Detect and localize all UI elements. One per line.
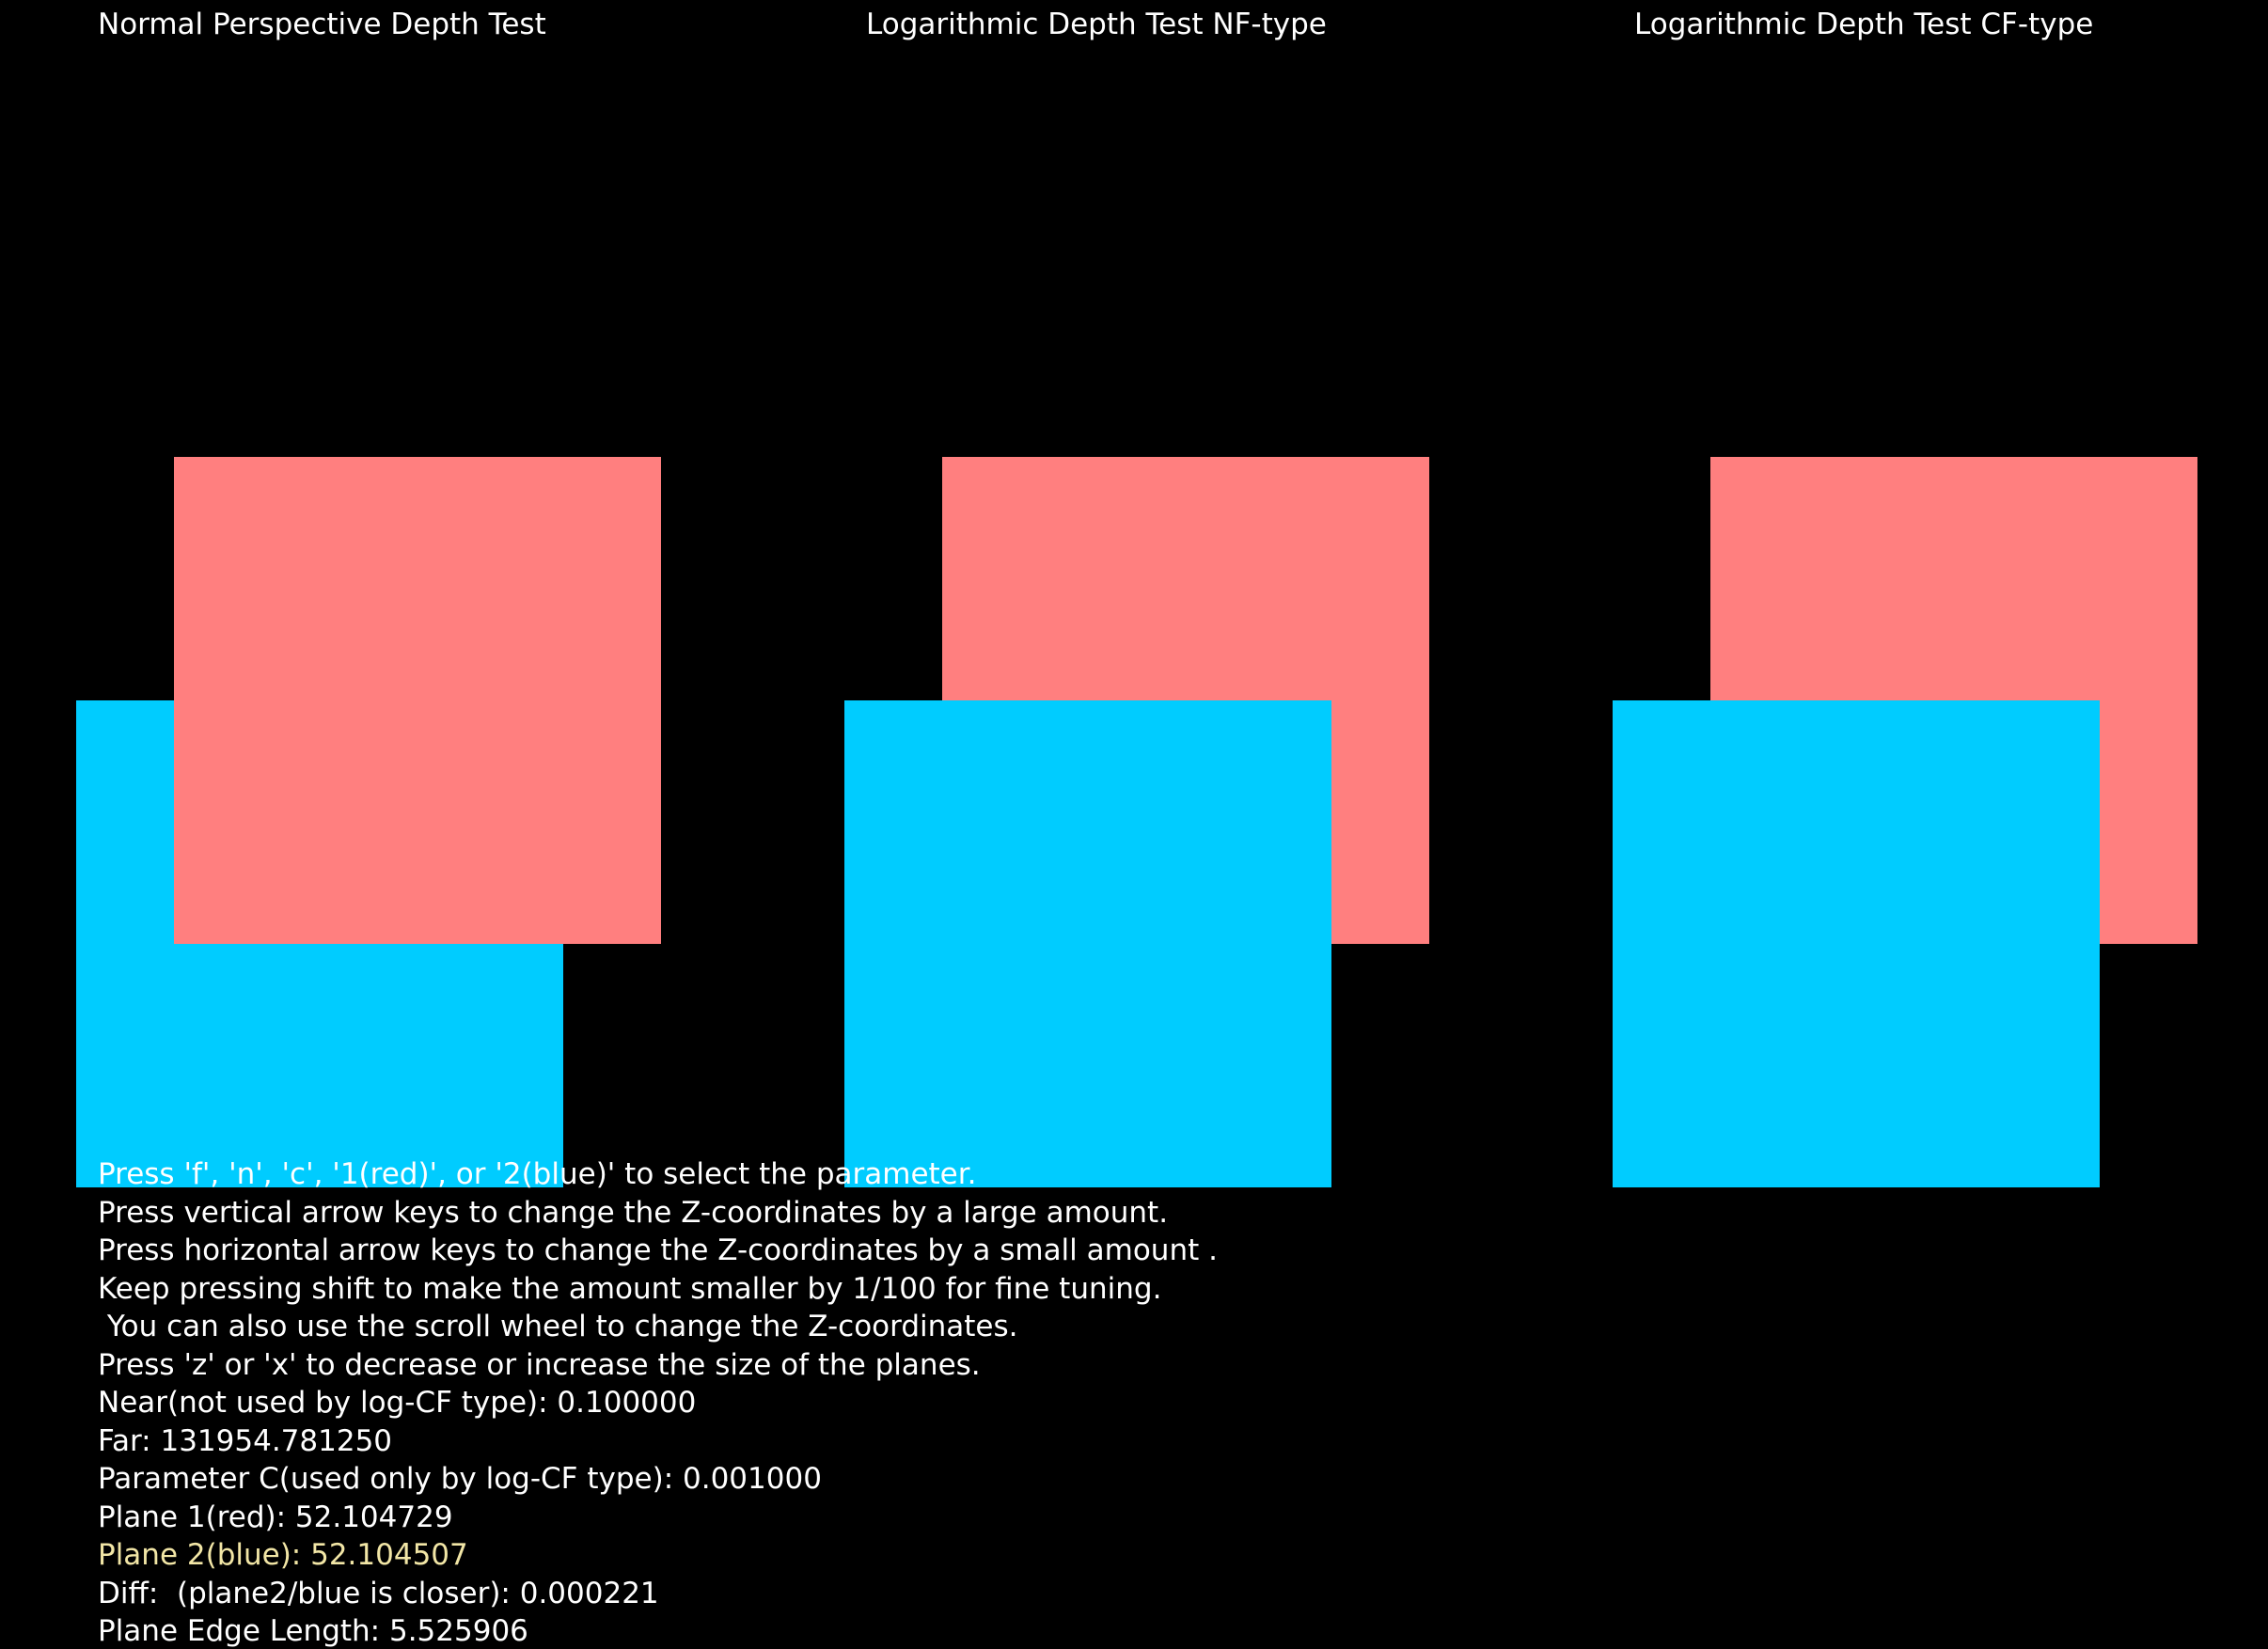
param-near: Near(not used by log-CF type): 0.100000 <box>98 1386 697 1420</box>
instruction-select-param: Press 'f', 'n', 'c', '1(red)', or '2(blu… <box>98 1157 977 1191</box>
plane-blue-log-cf <box>1613 700 2100 1187</box>
param-plane2-blue-selected: Plane 2(blue): 52.104507 <box>98 1538 468 1572</box>
param-c: Parameter C(used only by log-CF type): 0… <box>98 1462 822 1496</box>
panel-title-log-nf: Logarithmic Depth Test NF-type <box>866 8 1327 41</box>
plane-red-normal <box>174 457 661 944</box>
plane-blue-log-nf <box>844 700 1331 1187</box>
param-edge-length: Plane Edge Length: 5.525906 <box>98 1614 528 1648</box>
instruction-scroll: You can also use the scroll wheel to cha… <box>98 1310 1018 1343</box>
instruction-horizontal-arrows: Press horizontal arrow keys to change th… <box>98 1233 1218 1267</box>
panel-title-log-cf: Logarithmic Depth Test CF-type <box>1634 8 2094 41</box>
help-overlay: Press 'f', 'n', 'c', '1(red)', or '2(blu… <box>98 1155 1218 1649</box>
instruction-plane-size: Press 'z' or 'x' to decrease or increase… <box>98 1347 981 1382</box>
param-far: Far: 131954.781250 <box>98 1423 393 1458</box>
panel-title-normal: Normal Perspective Depth Test <box>98 8 546 41</box>
instruction-vertical-arrows: Press vertical arrow keys to change the … <box>98 1195 1169 1230</box>
param-diff: Diff: (plane2/blue is closer): 0.000221 <box>98 1576 659 1610</box>
param-plane1-red: Plane 1(red): 52.104729 <box>98 1500 453 1534</box>
instruction-shift: Keep pressing shift to make the amount s… <box>98 1271 1162 1306</box>
